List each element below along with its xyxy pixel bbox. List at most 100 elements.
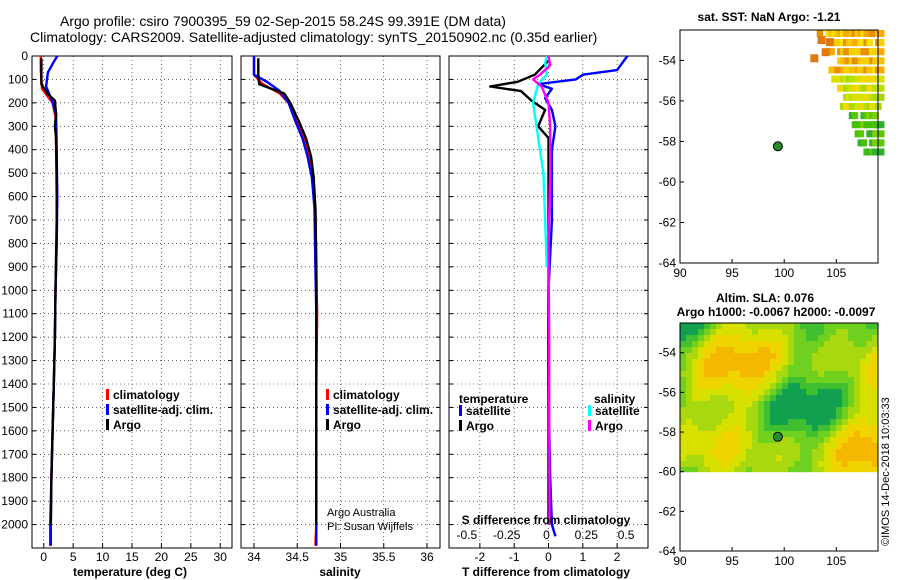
sla-pixel: [686, 401, 693, 408]
difference-panel: -2 -1 0 1 2-0.5 -0.25 0 0.25 0.5satelliteArgosat…: [448, 55, 649, 564]
sst-map-panel: 90 95 100 105 -54 -56 -58 -60 -62 -64: [659, 29, 885, 280]
sla-pixel: [728, 323, 735, 330]
sla-pixel: [818, 371, 825, 378]
sla-pixel: [692, 449, 699, 456]
sla-pixel: [830, 329, 837, 336]
sla-pixel: [830, 425, 837, 432]
x-tick-label: 30: [214, 550, 228, 564]
sla-pixel: [734, 419, 741, 426]
sla-pixel: [704, 437, 711, 444]
sla-pixel: [758, 401, 765, 408]
sla-pixel: [854, 431, 861, 438]
sla-pixel: [842, 335, 849, 342]
sla-pixel: [866, 401, 873, 408]
sla-pixel: [764, 347, 771, 354]
y-tick-label: 1600: [1, 424, 28, 438]
sla-pixel: [686, 335, 693, 342]
sla-pixel: [722, 455, 729, 462]
legend-label: Argo: [466, 419, 494, 433]
sla-pixel: [776, 467, 783, 473]
sla-pixel: [698, 389, 705, 396]
sla-pixel: [866, 371, 873, 378]
sla-pixel: [710, 449, 717, 456]
sst-pixel: [878, 84, 885, 92]
sla-pixel: [746, 449, 753, 456]
sla-pixel: [704, 365, 711, 372]
sla-pixel: [698, 359, 705, 366]
sla-pixel: [818, 377, 825, 384]
sla-pixel: [722, 413, 729, 420]
sla-pixel: [806, 347, 813, 354]
map-x-tick-label: 100: [774, 266, 794, 280]
sla-pixel: [734, 395, 741, 402]
sla-pixel: [824, 377, 831, 384]
map-y-tick-label: -58: [659, 134, 677, 148]
sla-pixel: [692, 401, 699, 408]
sla-pixel: [812, 419, 819, 426]
sla-pixel: [836, 443, 843, 450]
sla-pixel: [812, 467, 819, 473]
sla-pixel: [770, 407, 777, 414]
sla-pixel: [686, 347, 693, 354]
sla-pixel: [752, 377, 759, 384]
sla-pixel: [728, 347, 735, 354]
sla-pixel: [842, 323, 849, 330]
sla-pixel: [872, 413, 879, 420]
sla-pixel: [848, 407, 855, 414]
sla-pixel: [686, 443, 693, 450]
sla-pixel: [704, 329, 711, 336]
sla-pixel: [680, 347, 687, 354]
sla-pixel: [776, 419, 783, 426]
figure-title-line1: Argo profile: csiro 7900395_59 02-Sep-20…: [60, 13, 506, 29]
sla-pixel: [764, 431, 771, 438]
sla-pixel: [686, 455, 693, 462]
sla-pixel: [686, 323, 693, 330]
sst-pixel: [843, 102, 850, 110]
sla-pixel: [872, 371, 879, 378]
sla-pixel: [842, 353, 849, 360]
sla-pixel: [842, 377, 849, 384]
sla-pixel: [812, 455, 819, 462]
sla-pixel: [764, 395, 771, 402]
sla-pixel: [818, 449, 825, 456]
sla-pixel: [734, 353, 741, 360]
sla-pixel: [722, 407, 729, 414]
sla-pixel: [728, 425, 735, 432]
sla-pixel: [812, 395, 819, 402]
sla-pixel: [752, 383, 759, 390]
sla-pixel: [860, 419, 867, 426]
sla-pixel: [740, 443, 747, 450]
sla-pixel: [848, 365, 855, 372]
y-tick-label: 700: [8, 213, 28, 227]
sla-pixel: [764, 335, 771, 342]
sla-pixel: [698, 341, 705, 348]
sla-pixel: [734, 389, 741, 396]
sla-pixel: [770, 395, 777, 402]
sla-pixel: [764, 341, 771, 348]
sla-pixel: [692, 329, 699, 336]
sla-pixel: [716, 425, 723, 432]
sla-pixel: [710, 431, 717, 438]
sla-pixel: [794, 443, 801, 450]
sla-pixel: [788, 419, 795, 426]
y-tick-label: 1900: [1, 494, 28, 508]
sla-pixel: [866, 383, 873, 390]
sla-pixel: [854, 395, 861, 402]
sla-pixel: [824, 467, 831, 473]
sla-pixel: [710, 401, 717, 408]
sla-pixel: [860, 323, 867, 330]
sla-pixel: [812, 371, 819, 378]
sla-pixel: [680, 353, 687, 360]
sla-pixel: [770, 419, 777, 426]
sla-pixel: [728, 467, 735, 473]
sst-pixel: [834, 66, 841, 74]
sla-pixel: [680, 431, 687, 438]
sla-pixel: [830, 389, 837, 396]
sla-pixel: [854, 461, 861, 468]
sla-pixel: [812, 359, 819, 366]
sla-pixel: [848, 341, 855, 348]
sla-pixel: [830, 335, 837, 342]
sla-pixel: [830, 377, 837, 384]
sla-pixel: [836, 437, 843, 444]
sla-pixel: [860, 377, 867, 384]
